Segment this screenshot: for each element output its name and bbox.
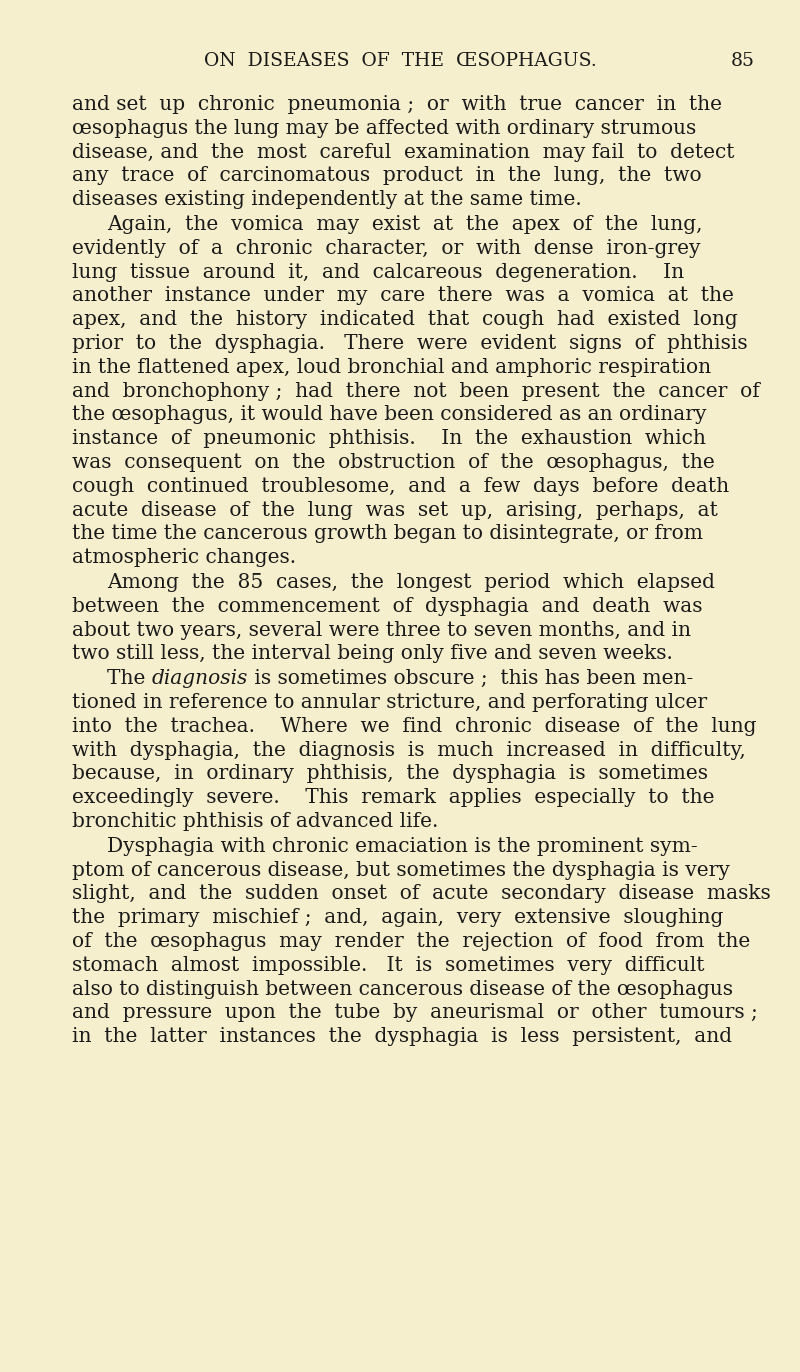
Text: The: The xyxy=(107,670,152,689)
Text: ON  DISEASES  OF  THE  ŒSOPHAGUS.: ON DISEASES OF THE ŒSOPHAGUS. xyxy=(204,52,596,70)
Text: instance  of  pneumonic  phthisis.    In  the  exhaustion  which: instance of pneumonic phthisis. In the e… xyxy=(72,429,706,449)
Text: and set  up  chronic  pneumonia ;  or  with  true  cancer  in  the: and set up chronic pneumonia ; or with t… xyxy=(72,95,722,114)
Text: into  the  trachea.    Where  we  find  chronic  disease  of  the  lung: into the trachea. Where we find chronic … xyxy=(72,716,757,735)
Text: any  trace  of  carcinomatous  product  in  the  lung,  the  two: any trace of carcinomatous product in th… xyxy=(72,166,702,185)
Text: because,  in  ordinary  phthisis,  the  dysphagia  is  sometimes: because, in ordinary phthisis, the dysph… xyxy=(72,764,708,783)
Text: diagnosis: diagnosis xyxy=(152,670,248,689)
Text: in  the  latter  instances  the  dysphagia  is  less  persistent,  and: in the latter instances the dysphagia is… xyxy=(72,1028,732,1047)
Text: with  dysphagia,  the  diagnosis  is  much  increased  in  difficulty,: with dysphagia, the diagnosis is much in… xyxy=(72,741,746,760)
Text: evidently  of  a  chronic  character,  or  with  dense  iron-grey: evidently of a chronic character, or wit… xyxy=(72,239,701,258)
Text: bronchitic phthisis of advanced life.: bronchitic phthisis of advanced life. xyxy=(72,812,438,831)
Text: stomach  almost  impossible.   It  is  sometimes  very  difficult: stomach almost impossible. It is sometim… xyxy=(72,956,705,974)
Text: atmospheric changes.: atmospheric changes. xyxy=(72,549,296,567)
Text: apex,  and  the  history  indicated  that  cough  had  existed  long: apex, and the history indicated that cou… xyxy=(72,310,738,329)
Text: tioned in reference to annular stricture, and perforating ulcer: tioned in reference to annular stricture… xyxy=(72,693,707,712)
Text: and  pressure  upon  the  tube  by  aneurismal  or  other  tumours ;: and pressure upon the tube by aneurismal… xyxy=(72,1003,758,1022)
Text: diseases existing independently at the same time.: diseases existing independently at the s… xyxy=(72,191,582,209)
Text: and  bronchophony ;  had  there  not  been  present  the  cancer  of: and bronchophony ; had there not been pr… xyxy=(72,381,760,401)
Text: about two years, several were three to seven months, and in: about two years, several were three to s… xyxy=(72,620,691,639)
Text: between  the  commencement  of  dysphagia  and  death  was: between the commencement of dysphagia an… xyxy=(72,597,702,616)
Text: the  primary  mischief ;  and,  again,  very  extensive  sloughing: the primary mischief ; and, again, very … xyxy=(72,908,723,927)
Text: another  instance  under  my  care  there  was  a  vomica  at  the: another instance under my care there was… xyxy=(72,287,734,306)
Text: cough  continued  troublesome,  and  a  few  days  before  death: cough continued troublesome, and a few d… xyxy=(72,477,729,495)
Text: exceedingly  severe.    This  remark  applies  especially  to  the: exceedingly severe. This remark applies … xyxy=(72,788,714,807)
Text: œsophagus the lung may be affected with ordinary strumous: œsophagus the lung may be affected with … xyxy=(72,119,696,137)
Text: in the flattened apex, loud bronchial and amphoric respiration: in the flattened apex, loud bronchial an… xyxy=(72,358,711,377)
Text: the œsophagus, it would have been considered as an ordinary: the œsophagus, it would have been consid… xyxy=(72,405,706,424)
Text: the time the cancerous growth began to disintegrate, or from: the time the cancerous growth began to d… xyxy=(72,524,703,543)
Text: disease, and  the  most  careful  examination  may fail  to  detect: disease, and the most careful examinatio… xyxy=(72,143,734,162)
Text: lung  tissue  around  it,  and  calcareous  degeneration.    In: lung tissue around it, and calcareous de… xyxy=(72,262,684,281)
Text: 85: 85 xyxy=(731,52,755,70)
Text: acute  disease  of  the  lung  was  set  up,  arising,  perhaps,  at: acute disease of the lung was set up, ar… xyxy=(72,501,718,520)
Text: also to distinguish between cancerous disease of the œsophagus: also to distinguish between cancerous di… xyxy=(72,980,733,999)
Text: is sometimes obscure ;  this has been men-: is sometimes obscure ; this has been men… xyxy=(248,670,694,689)
Text: was  consequent  on  the  obstruction  of  the  œsophagus,  the: was consequent on the obstruction of the… xyxy=(72,453,714,472)
Text: ptom of cancerous disease, but sometimes the dysphagia is very: ptom of cancerous disease, but sometimes… xyxy=(72,860,730,879)
Text: Dysphagia with chronic emaciation is the prominent sym-: Dysphagia with chronic emaciation is the… xyxy=(107,837,698,856)
Text: Among  the  85  cases,  the  longest  period  which  elapsed: Among the 85 cases, the longest period w… xyxy=(107,573,715,591)
Text: of  the  œsophagus  may  render  the  rejection  of  food  from  the: of the œsophagus may render the rejectio… xyxy=(72,932,750,951)
Text: two still less, the interval being only five and seven weeks.: two still less, the interval being only … xyxy=(72,645,673,664)
Text: slight,  and  the  sudden  onset  of  acute  secondary  disease  masks: slight, and the sudden onset of acute se… xyxy=(72,885,770,903)
Text: Again,  the  vomica  may  exist  at  the  apex  of  the  lung,: Again, the vomica may exist at the apex … xyxy=(107,215,702,235)
Text: prior  to  the  dysphagia.   There  were  evident  signs  of  phthisis: prior to the dysphagia. There were evide… xyxy=(72,333,748,353)
